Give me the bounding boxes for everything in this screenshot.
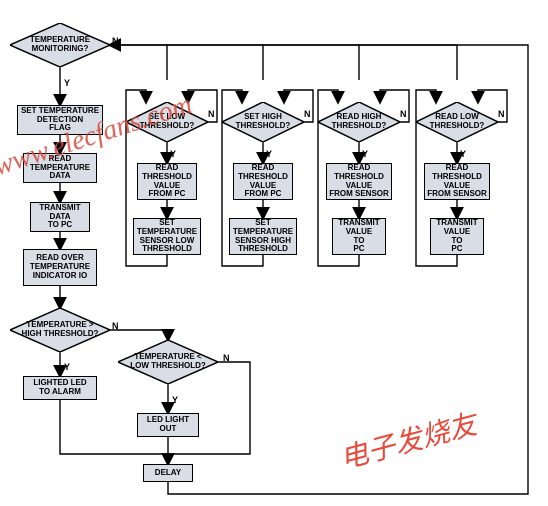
edge-label: N: [400, 109, 407, 119]
r_set_low_s: SETTEMPERATURESENSOR LOWTHRESHOLD: [133, 218, 201, 255]
d_set_high: SET HIGHTHRESHOLD?: [222, 102, 304, 142]
r_read_data: READTEMPERATUREDATA: [23, 153, 97, 183]
flow-edge: [167, 45, 263, 80]
edge-label: Y: [64, 78, 70, 88]
edge-label: N: [304, 109, 311, 119]
edge-label: Y: [172, 395, 178, 405]
r_led_alarm: LIGHTED LEDTO ALARM: [23, 376, 97, 400]
r_delay: DELAY: [143, 464, 193, 482]
edge-label: N: [112, 36, 119, 46]
edge-label: N: [208, 109, 215, 119]
edge-label: N: [112, 321, 119, 331]
r_set_hi_s: SETTEMPERATURESENSOR HIGHTHRESHOLD: [229, 218, 297, 255]
edge-label: Y: [460, 149, 466, 159]
d_read_low: READ LOWTHRESHOLD?: [416, 102, 498, 142]
edge-label: Y: [64, 362, 70, 372]
flow-edge: [359, 45, 457, 80]
edge-label: Y: [266, 149, 272, 159]
flow-edge: [110, 330, 168, 340]
r_set_flag: SET TEMPERATUREDETECTIONFLAG: [17, 105, 103, 135]
edge-label: N: [498, 109, 505, 119]
flow-edge: [110, 45, 167, 80]
d_temp_mon: TEMPERATUREMONITORING?: [10, 23, 110, 67]
r_tx_hi: TRANSMITVALUETOPC: [332, 218, 386, 255]
r_rd_hi_sn: READTHRESHOLDVALUEFROM SENSOR: [326, 163, 392, 200]
edge-label: Y: [362, 149, 368, 159]
r_tx_lo: TRANSMITVALUETOPC: [430, 218, 484, 255]
d_hi_thresh: TEMPERATURE >HIGH THRESHOLD?: [10, 308, 110, 352]
r_led_out: LED LIGHTOUT: [137, 413, 199, 437]
r_rd_low_pc: READTHRESHOLDVALUEFROM PC: [137, 163, 197, 200]
d_read_high: READ HIGHTHRESHOLD?: [318, 102, 400, 142]
r_tx_data: TRANSMITDATATO PC: [30, 202, 90, 232]
edge-label: N: [223, 353, 230, 363]
r_read_over: READ OVERTEMPERATUREINDICATOR IO: [23, 249, 97, 286]
d_lo_thresh: TEMPERATURE <LOW THRESHOLD?: [118, 340, 218, 384]
d_set_low: SET LOWTHRESHOLD?: [126, 102, 208, 142]
r_rd_hi_pc: READTHRESHOLDVALUEFROM PC: [233, 163, 293, 200]
edge-label: Y: [170, 149, 176, 159]
r_rd_lo_sn: READTHRESHOLDVALUEFROM SENSOR: [424, 163, 490, 200]
flow-edge: [263, 45, 359, 80]
